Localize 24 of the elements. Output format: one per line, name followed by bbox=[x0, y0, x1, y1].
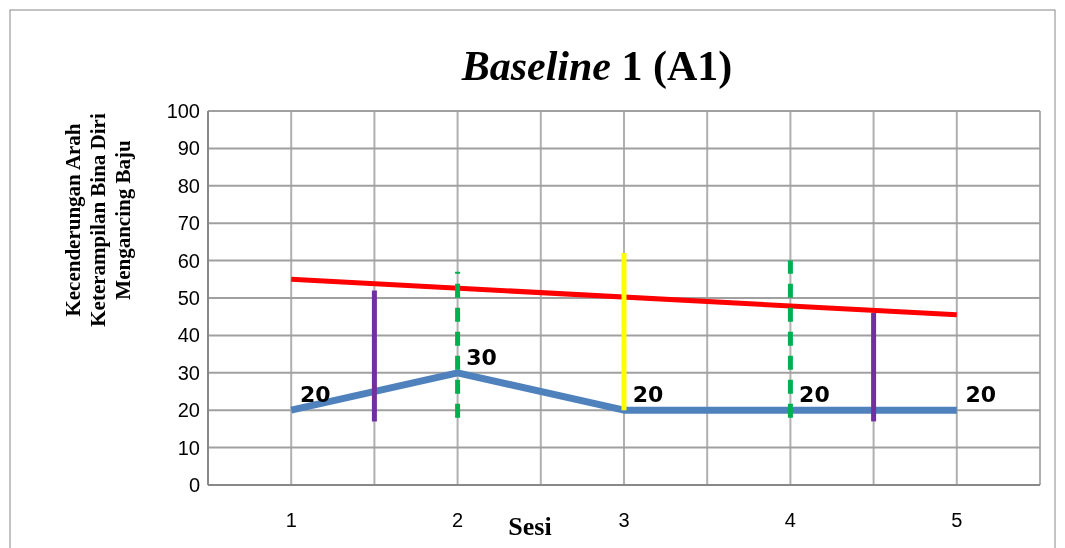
x-tick-label: 4 bbox=[784, 509, 796, 531]
y-tick-label: 10 bbox=[177, 436, 200, 459]
y-axis-title: Kecenderungan Arah Keterampilan Bina Diri Mengancing Baju bbox=[61, 113, 135, 327]
y-tick-label: 100 bbox=[166, 100, 200, 122]
data-label: 20 bbox=[632, 382, 664, 408]
data-label: 20 bbox=[299, 382, 331, 408]
x-tick-label: 5 bbox=[951, 509, 963, 531]
x-tick-label: 2 bbox=[452, 509, 464, 531]
y-tick-label: 50 bbox=[177, 287, 200, 309]
y-tick-label: 70 bbox=[177, 212, 200, 235]
y-tick-label: 0 bbox=[188, 474, 200, 496]
y-tick-label: 90 bbox=[177, 137, 200, 160]
x-tick-label: 1 bbox=[285, 509, 297, 531]
x-axis-title: Sesi bbox=[508, 512, 552, 541]
y-tick-label: 20 bbox=[177, 399, 200, 422]
data-label: 20 bbox=[965, 382, 997, 408]
y-tick-label: 60 bbox=[177, 249, 200, 272]
data-label: 20 bbox=[799, 382, 830, 408]
x-tick-label: 3 bbox=[618, 509, 630, 531]
y-tick-label: 80 bbox=[177, 174, 200, 197]
chart-title: Baseline 1 (A1) bbox=[460, 43, 733, 90]
y-tick-label: 40 bbox=[177, 324, 200, 347]
data-label: 30 bbox=[466, 344, 497, 370]
y-tick-label: 30 bbox=[177, 361, 200, 384]
